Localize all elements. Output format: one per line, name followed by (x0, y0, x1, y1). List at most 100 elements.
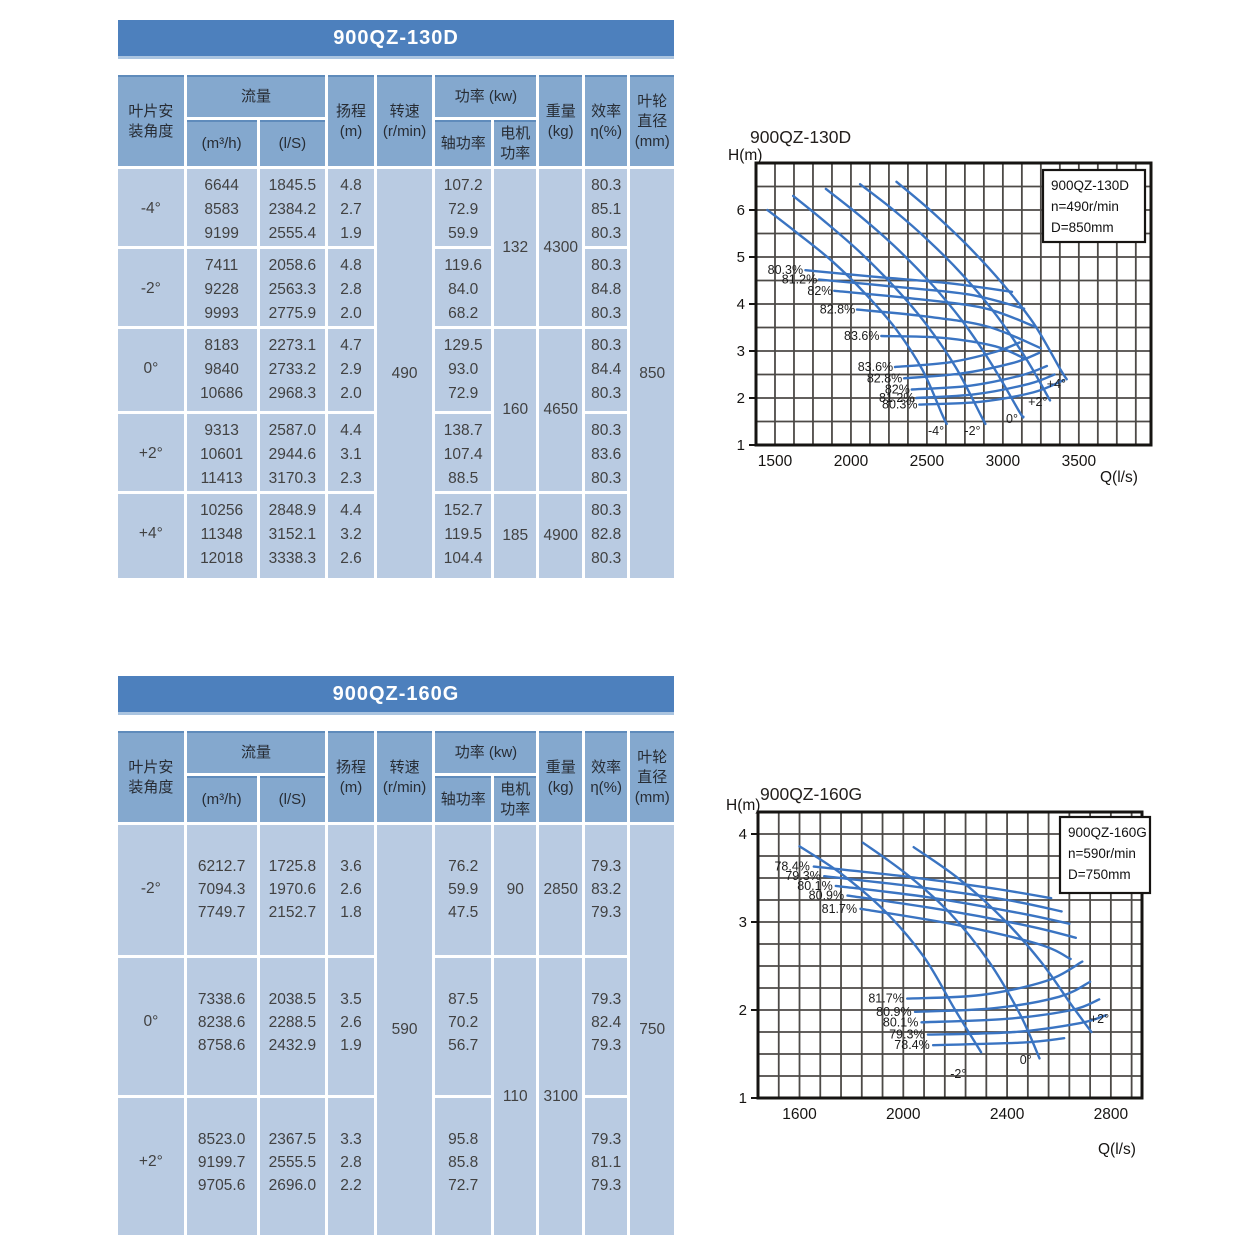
cell-speed: 490 (376, 169, 433, 578)
x-tick-label: 1600 (782, 1106, 817, 1123)
plot-border (756, 810, 1144, 1100)
x-tick-label: 2000 (886, 1106, 921, 1123)
spec-table-host: 叶片安 装角度 流量 扬程 (m) 转速 (r/min) 功率 (kw) 重量 (kg) 效… (118, 72, 674, 581)
cell-efficiency: 79.3 81.1 79.3 (584, 1098, 628, 1235)
table-row: -4° 6644 8583 9199 1845.5 2384.2 2555.4 4.8 2.7 1… (118, 169, 674, 578)
curve-label: 82% (807, 284, 832, 298)
col-header-weight: 重量 (kg) (539, 731, 582, 822)
cell-flow-ls: 2587.0 2944.6 3170.3 (259, 414, 326, 491)
curve-label: 80.1% (883, 1015, 918, 1029)
cell-flow-ls: 2367.5 2555.5 2696.0 (259, 1098, 326, 1235)
curve-label: 81.7% (822, 902, 857, 916)
col-header-flow: 流量 (186, 731, 326, 773)
y-tick-label: 1 (737, 437, 745, 454)
curve-label: 0° (1006, 412, 1018, 426)
col-header-efficiency: 效率 η(%) (584, 75, 628, 166)
col-header-power: 功率 (kw) (435, 731, 537, 773)
cell-flow-m3h: 8183 9840 10686 (186, 329, 257, 411)
cell-motor-power: 132 (494, 169, 537, 326)
curve-label: 0° (1020, 1053, 1032, 1067)
curve-label: 79.3% (785, 869, 820, 883)
cell-shaft-power: 95.8 85.8 72.7 (435, 1098, 492, 1235)
spec-table: 叶片安 装角度 流量 扬程 (m) 转速 (r/min) 功率 (kw) 重量 (kg) 效… (115, 728, 677, 1238)
cell-motor-power: 110 (494, 958, 537, 1235)
curve-label: 82.8% (867, 371, 902, 385)
col-header-head: 扬程 (m) (328, 75, 374, 166)
curve-label: +2° (1028, 395, 1047, 409)
curve-eff-80.3-upper (804, 269, 1014, 293)
curve-head-curve-0deg (824, 187, 1025, 419)
cell-head: 4.8 2.7 1.9 (328, 169, 374, 246)
cell-flow-m3h: 8523.0 9199.7 9705.6 (186, 1098, 257, 1235)
y-tick-label: 2 (737, 390, 745, 407)
cell-weight: 4650 (539, 329, 582, 491)
table-row: 0° 8183 9840 10686 2273.1 2733.2 2968.3 4.7 2.9 2… (118, 329, 674, 491)
y-axis-label: H(m) (726, 797, 760, 814)
cell-angle: 0° (118, 329, 184, 411)
cell-weight: 3100 (539, 958, 582, 1235)
curve-eff-80.1-upper (834, 884, 1071, 925)
legend-entry: D=750mm (1068, 867, 1131, 882)
cell-motor-power: 185 (494, 494, 537, 578)
cell-efficiency: 79.3 83.2 79.3 (584, 825, 628, 955)
col-header-speed: 转速 (r/min) (376, 75, 433, 166)
cell-flow-ls: 2848.9 3152.1 3338.3 (259, 494, 326, 578)
cell-shaft-power: 129.5 93.0 72.9 (435, 329, 492, 411)
curve-label: 80.3% (882, 398, 917, 412)
curve-head-curve--2deg (798, 845, 983, 1054)
y-tick-label: 3 (739, 914, 747, 931)
cell-weight: 4900 (539, 494, 582, 578)
x-tick-label: 3000 (986, 453, 1021, 470)
curve-label: 78.4% (894, 1038, 929, 1052)
col-header-flow-m3h: (m³/h) (186, 120, 257, 166)
cell-shaft-power: 119.6 84.0 68.2 (435, 249, 492, 326)
table-row: +2° 8523.0 9199.7 9705.6 2367.5 2555.5 2696.0 3… (118, 1098, 674, 1235)
cell-efficiency: 79.3 82.4 79.3 (584, 958, 628, 1095)
curve-label: 81.7% (868, 992, 903, 1006)
legend-entry: n=490r/min (1051, 199, 1119, 214)
curve-head-curve--2deg (792, 194, 987, 426)
y-tick-label: 6 (737, 202, 745, 219)
cell-flow-ls: 2038.5 2288.5 2432.9 (259, 958, 326, 1095)
x-tick-label: 2800 (1094, 1106, 1129, 1123)
cell-shaft-power: 152.7 119.5 104.4 (435, 494, 492, 578)
curve-label: -2° (950, 1067, 966, 1081)
performance-chart-900qz-160g: 1 2 3 4 1600 2000 2400 2800 900QZ-160G H(m) Q(l/s)… (722, 772, 1182, 1177)
curve-label: 81.2% (782, 273, 817, 287)
cell-angle: -4° (118, 169, 184, 246)
curve-eff-78.4-upper (812, 865, 1053, 900)
cell-impeller-diameter: 850 (630, 169, 674, 578)
y-tick-label: 4 (739, 826, 747, 843)
col-header-weight: 重量 (kg) (539, 75, 582, 166)
curve-eff-79.3-upper (823, 875, 1063, 913)
x-tick-label: 2000 (834, 453, 869, 470)
legend-entry: 900QZ-130D (1051, 178, 1129, 193)
cell-impeller-diameter: 750 (630, 825, 674, 1235)
curve-eff-83.6-lower (893, 341, 1021, 369)
chart-title: 900QZ-130D (750, 127, 851, 147)
curve-eff-82-upper (833, 289, 1036, 328)
curve-head-curve-+2deg (858, 183, 1052, 402)
table-title: 900QZ-130D (118, 20, 674, 59)
col-header-impeller: 叶轮 直径 (mm) (630, 731, 674, 822)
curve-label: -2° (964, 424, 980, 438)
curve-label: 83.6% (844, 329, 879, 343)
col-header-efficiency: 效率 η(%) (584, 731, 628, 822)
x-axis-label: Q(l/s) (1100, 469, 1138, 486)
cell-flow-ls: 1725.8 1970.6 2152.7 (259, 825, 326, 955)
curve-label: 79.3% (889, 1028, 924, 1042)
cell-weight: 4300 (539, 169, 582, 326)
legend-box (1041, 168, 1147, 244)
cell-angle: 0° (118, 958, 184, 1095)
cell-flow-m3h: 9313 10601 11413 (186, 414, 257, 491)
cell-flow-m3h: 7338.6 8238.6 8758.6 (186, 958, 257, 1095)
col-header-flow-ls: (l/S) (259, 120, 326, 166)
col-header-flow-ls: (l/S) (259, 776, 326, 822)
curve-label: 78.4% (774, 860, 809, 874)
cell-flow-m3h: 6644 8583 9199 (186, 169, 257, 246)
col-header-motor-power: 电机 功率 (494, 120, 537, 166)
y-tick-label: 4 (737, 296, 745, 313)
